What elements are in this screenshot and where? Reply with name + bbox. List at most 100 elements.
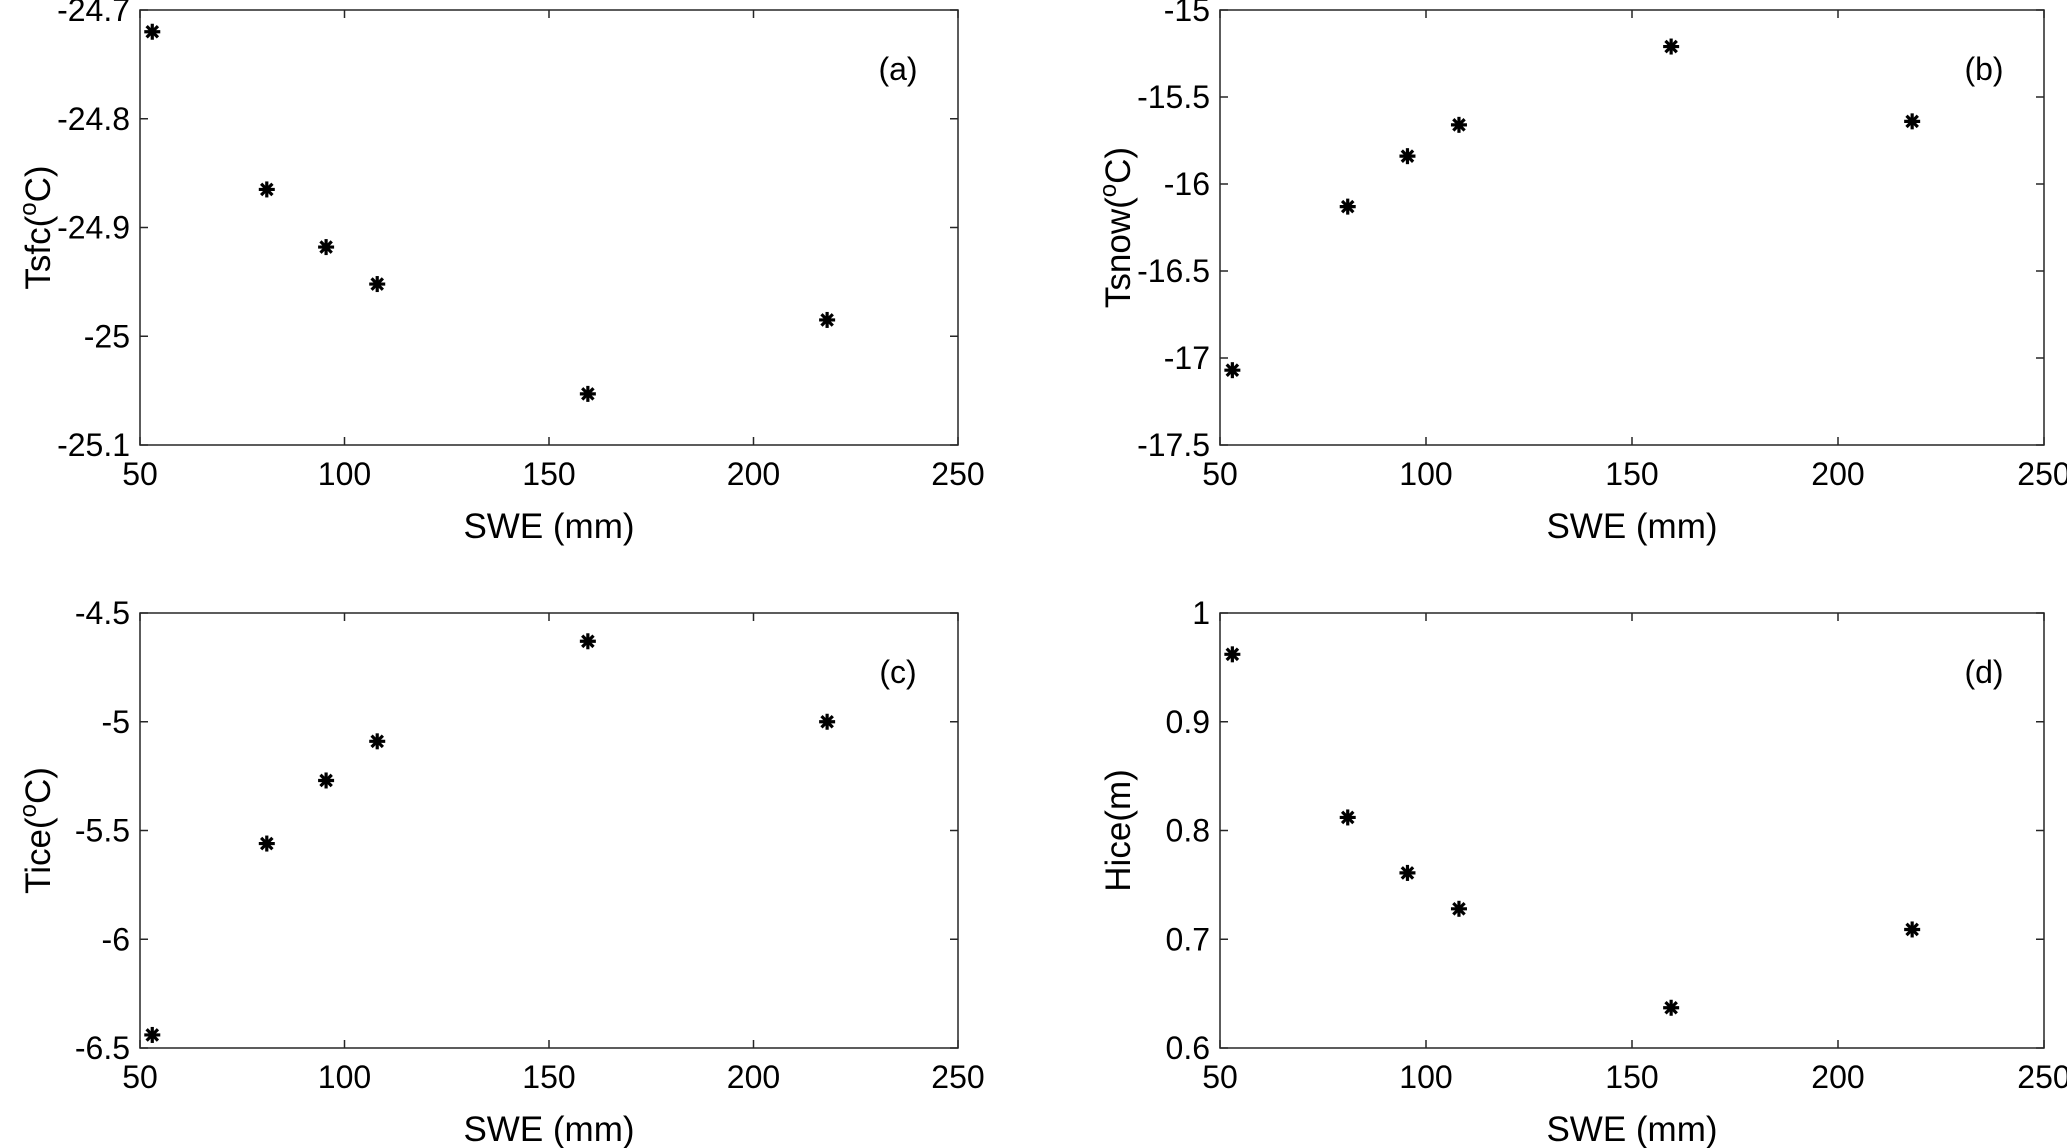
- data-point: [258, 181, 275, 198]
- y-tick-label: -15: [1164, 0, 1210, 28]
- y-axis-label-text: Tsfc(: [19, 215, 58, 289]
- data-point: [1663, 38, 1680, 55]
- x-tick-label: 50: [122, 456, 158, 492]
- marker-stroke: [370, 734, 385, 749]
- x-tick-label: 50: [1202, 456, 1238, 492]
- y-tick-label: -6: [102, 921, 130, 957]
- y-axis-label-superscript: o: [15, 202, 42, 215]
- x-tick-label: 250: [2017, 456, 2067, 492]
- y-tick-label: 0.7: [1166, 921, 1210, 957]
- data-point: [579, 385, 596, 402]
- panel-label: (d): [1964, 654, 2003, 690]
- data-point: [369, 276, 386, 293]
- y-tick-label: -6.5: [75, 1030, 130, 1066]
- marker-stroke: [581, 634, 595, 649]
- y-tick-label: -24.8: [57, 101, 130, 137]
- marker-stroke: [1340, 199, 1355, 214]
- marker-stroke: [260, 836, 274, 851]
- data-point: [1224, 646, 1241, 663]
- y-tick-label: -5: [102, 704, 130, 740]
- marker-stroke: [319, 240, 333, 254]
- x-tick-label: 250: [931, 456, 984, 492]
- marker-stroke: [1664, 39, 1678, 54]
- y-axis-label-text: C): [19, 165, 58, 202]
- marker-stroke: [1452, 902, 1466, 916]
- marker-stroke: [1225, 647, 1240, 662]
- data-point: [258, 835, 275, 852]
- marker-stroke: [1905, 114, 1919, 129]
- panel-label: (b): [1964, 51, 2003, 87]
- data-point: [819, 311, 836, 328]
- marker-stroke: [581, 387, 595, 401]
- x-axis-label: SWE (mm): [463, 1110, 634, 1148]
- marker-stroke: [1400, 149, 1415, 163]
- marker-stroke: [820, 313, 834, 327]
- data-point: [1224, 362, 1241, 379]
- panel-c: 50 100 150 200 250 -6.5 -6 -5.5 -5 -4.5 SWE (mm) Ti…: [15, 595, 985, 1148]
- marker-stroke: [145, 24, 160, 39]
- x-tick-label: 150: [1605, 1059, 1658, 1095]
- y-tick-label: -17: [1164, 340, 1210, 376]
- data-point: [1904, 921, 1921, 938]
- y-axis-label: Tsnow(oC): [1095, 147, 1138, 308]
- panel-label: (a): [878, 51, 917, 87]
- x-tick-label: 200: [1811, 1059, 1864, 1095]
- data-point: [1450, 900, 1467, 917]
- y-tick-label: 0.9: [1166, 704, 1210, 740]
- axes-box: [139, 612, 959, 1049]
- x-tick-label: 100: [318, 1059, 371, 1095]
- y-axis-label-text: C): [1099, 147, 1138, 184]
- data-point: [579, 633, 596, 650]
- y-axis-label-superscript: o: [15, 804, 42, 817]
- y-axis-label-text: C): [19, 767, 58, 804]
- panel-d: 50 100 150 200 250 0.6 0.7 0.8 0.9 1 SWE (mm) Hice(…: [1099, 595, 2067, 1148]
- x-tick-label: 150: [522, 1059, 575, 1095]
- x-tick-label: 50: [1202, 1059, 1238, 1095]
- y-tick-label: -17.5: [1137, 427, 1210, 463]
- data-point: [819, 713, 836, 730]
- panel-a: 50 100 150 200 250 -25.1 -25 -24.9 -24.8 -24.7 SWE…: [15, 0, 985, 546]
- x-axis-label: SWE (mm): [1546, 507, 1717, 546]
- data-point: [1904, 113, 1921, 130]
- data-point: [369, 733, 386, 750]
- y-axis-label-superscript: o: [1095, 184, 1122, 197]
- x-tick-label: 200: [727, 1059, 780, 1095]
- axes-box: [1219, 612, 2045, 1049]
- marker-stroke: [145, 1028, 160, 1042]
- y-tick-label: -16: [1164, 166, 1210, 202]
- marker-stroke: [1225, 363, 1240, 377]
- y-tick-label: 1: [1192, 595, 1210, 631]
- panel-b: 50 100 150 200 250 -17.5 -17 -16.5 -16 -15.5 -15 SW…: [1095, 0, 2067, 546]
- x-tick-label: 150: [522, 456, 575, 492]
- y-tick-label: 0.6: [1166, 1030, 1210, 1066]
- y-axis-label-text: Hice(m): [1099, 769, 1138, 891]
- x-tick-label: 250: [931, 1059, 984, 1095]
- data-point: [1450, 116, 1467, 133]
- marker-stroke: [1400, 866, 1415, 880]
- x-tick-label: 100: [318, 456, 371, 492]
- x-tick-label: 50: [122, 1059, 158, 1095]
- marker-stroke: [370, 277, 385, 291]
- data-point: [1339, 198, 1356, 215]
- x-tick-label: 200: [727, 456, 780, 492]
- data-point: [144, 1026, 161, 1043]
- y-axis-label: Tsfc(oC): [15, 165, 58, 289]
- data-point: [318, 772, 335, 789]
- data-point: [1339, 809, 1356, 826]
- x-tick-label: 100: [1399, 456, 1452, 492]
- y-tick-label: -24.7: [57, 0, 130, 28]
- y-tick-label: -5.5: [75, 813, 130, 849]
- data-point: [318, 239, 335, 256]
- y-axis-label-text: Tice(: [19, 817, 58, 894]
- y-axis-label: Hice(m): [1099, 769, 1138, 891]
- data-point: [144, 23, 161, 40]
- x-tick-label: 250: [2017, 1059, 2067, 1095]
- marker-stroke: [820, 714, 834, 729]
- marker-stroke: [1664, 1000, 1678, 1015]
- data-point: [1399, 148, 1416, 165]
- y-tick-label: -16.5: [1137, 253, 1210, 289]
- y-tick-label: -25: [84, 318, 130, 354]
- x-tick-label: 150: [1605, 456, 1658, 492]
- marker-stroke: [1340, 810, 1355, 825]
